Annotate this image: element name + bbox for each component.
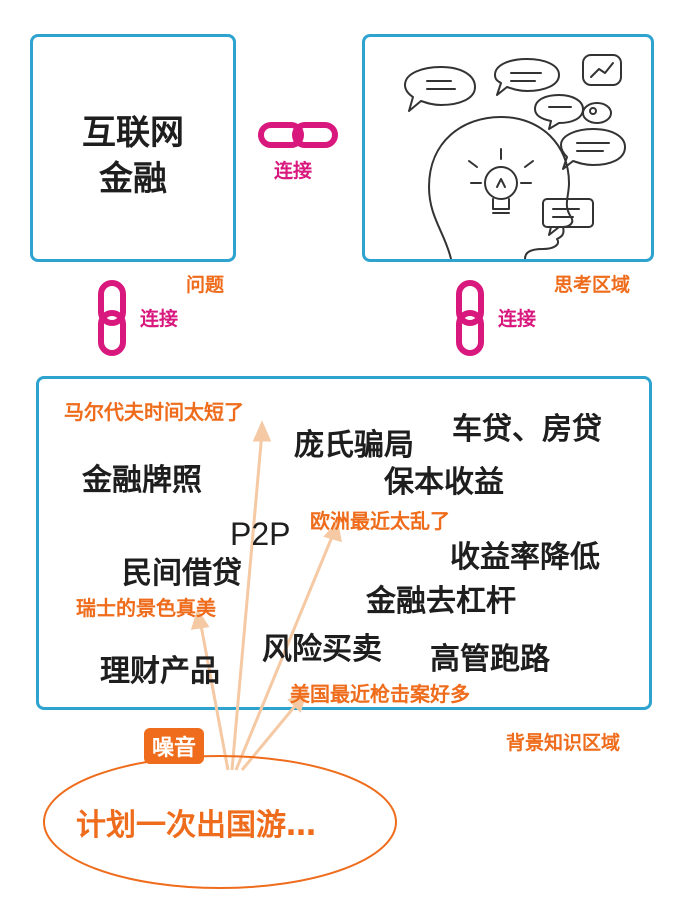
plan-ellipse: [43, 755, 397, 889]
term-exec-flee: 高管跑路: [430, 642, 550, 677]
term-loans: 车贷、房贷: [452, 412, 602, 447]
problem-box: 互联网 金融: [30, 34, 236, 262]
term-private-lending: 民间借贷: [122, 556, 242, 591]
topic-line-1: 互联网: [82, 113, 184, 153]
noise-term-usa: 美国最近枪击案好多: [290, 682, 470, 706]
noise-term-europe: 欧洲最近太乱了: [310, 509, 450, 533]
term-ponzi: 庞氏骗局: [294, 428, 414, 463]
term-deleverage: 金融去杠杆: [366, 584, 516, 619]
background-area-label: 背景知识区域: [506, 732, 621, 754]
thinking-box: [362, 34, 654, 262]
noise-term-maldives: 马尔代夫时间太短了: [64, 400, 244, 424]
term-license: 金融牌照: [82, 463, 202, 498]
background-knowledge-box: [36, 376, 652, 710]
term-risk-trade: 风险买卖: [262, 632, 382, 667]
plan-text: 计划一次出国游…: [76, 808, 316, 843]
head-thinking-illustration: [404, 54, 626, 259]
noise-badge: 噪音: [144, 728, 205, 764]
term-yield-drop: 收益率降低: [450, 540, 600, 575]
term-guaranteed: 保本收益: [384, 465, 504, 500]
problem-label: 问题: [186, 274, 225, 296]
topic-line-2: 金融: [99, 159, 167, 199]
noise-term-swiss: 瑞士的景色真美: [76, 596, 216, 620]
term-p2p: P2P: [230, 516, 291, 552]
left-vertical-chain-icon: [98, 280, 126, 356]
horizontal-chain-icon: [258, 122, 338, 148]
thinking-area-label: 思考区域: [554, 274, 631, 296]
right-vertical-chain-icon: [456, 280, 484, 356]
horizontal-connect-label: 连接: [274, 160, 313, 182]
term-wealth-products: 理财产品: [100, 654, 220, 689]
left-connect-label: 连接: [140, 308, 179, 330]
right-connect-label: 连接: [498, 308, 537, 330]
